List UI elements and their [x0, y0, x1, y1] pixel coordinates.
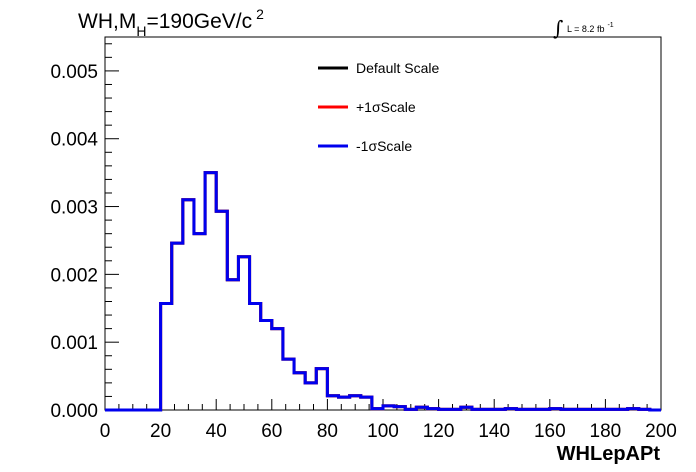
legend-label-1-scale: +1σScale [356, 99, 416, 115]
y-tick-label: 0.003 [50, 198, 98, 219]
luminosity-value: L = 8.2 fb [567, 24, 604, 34]
x-tick-label: 40 [206, 421, 227, 442]
series-line-1-scale [105, 171, 661, 412]
x-tick-label: 180 [590, 421, 622, 442]
x-tick-label: 160 [534, 421, 566, 442]
series-line-default-scale [105, 171, 661, 412]
x-tick-label: 100 [367, 421, 399, 442]
series-line-1-scale [105, 171, 661, 412]
y-tick-label: 0.005 [50, 62, 98, 83]
chart-title-subscript: H [136, 23, 146, 39]
y-axis: 0.000 0.001 0.002 0.003 0.004 0.005 [50, 43, 119, 422]
y-tick-label: 0.002 [50, 265, 98, 286]
chart-title-rest: =190GeV/c [146, 10, 252, 33]
y-tick-label: 0.004 [50, 130, 98, 151]
legend-label-default-scale: Default Scale [356, 60, 439, 76]
plot-frame [104, 36, 662, 411]
chart-title: WH,MH=190GeV/c 2 [78, 6, 264, 39]
x-tick-label: 200 [645, 421, 677, 442]
legend: Default Scale +1σScale -1σScale [318, 60, 439, 154]
x-tick-label: 140 [478, 421, 510, 442]
luminosity-superscript: -1 [607, 22, 613, 29]
series-group [105, 171, 661, 412]
x-tick-label: 60 [261, 421, 282, 442]
legend-label-1-scale: -1σScale [356, 138, 412, 154]
x-tick-label: 0 [100, 421, 111, 442]
x-tick-label: 120 [423, 421, 455, 442]
luminosity-text: L = 8.2 fb -1 [567, 22, 614, 34]
luminosity-label: ∫ L = 8.2 fb -1 [553, 16, 614, 40]
integral-symbol: ∫ [553, 16, 563, 40]
x-axis-title: WHLepAPt [557, 443, 661, 465]
chart-title-superscript: 2 [256, 6, 264, 22]
chart-title-main: WH,M [78, 10, 136, 33]
x-tick-label: 80 [317, 421, 338, 442]
x-tick-label: 20 [150, 421, 171, 442]
x-axis: 0 20 40 60 80 100 120 140 160 180 200 [100, 399, 677, 442]
y-tick-label: 0.001 [50, 333, 98, 354]
y-tick-label: 0.000 [50, 401, 98, 422]
